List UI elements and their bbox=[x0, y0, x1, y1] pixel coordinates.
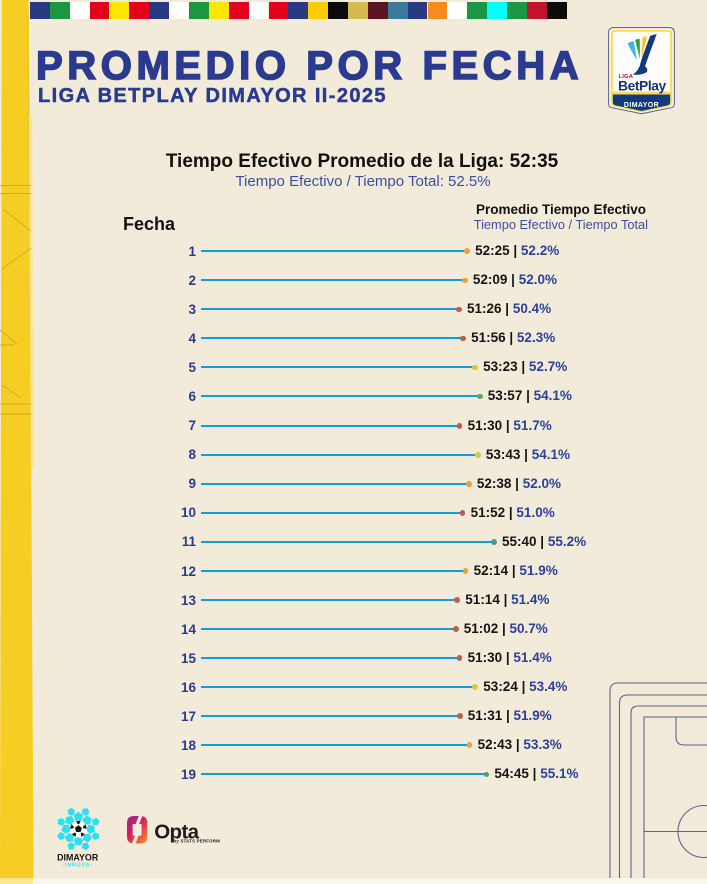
svg-text:Opta: Opta bbox=[154, 820, 199, 843]
svg-text:BetPlay: BetPlay bbox=[618, 78, 667, 93]
svg-text:by STATS PERFORM: by STATS PERFORM bbox=[174, 838, 221, 843]
svg-text:-INNOVA-: -INNOVA- bbox=[62, 863, 93, 869]
svg-text:DIMAYOR: DIMAYOR bbox=[57, 852, 99, 862]
svg-text:LIGA: LIGA bbox=[619, 74, 634, 80]
svg-text:DIMAYOR: DIMAYOR bbox=[624, 102, 659, 109]
